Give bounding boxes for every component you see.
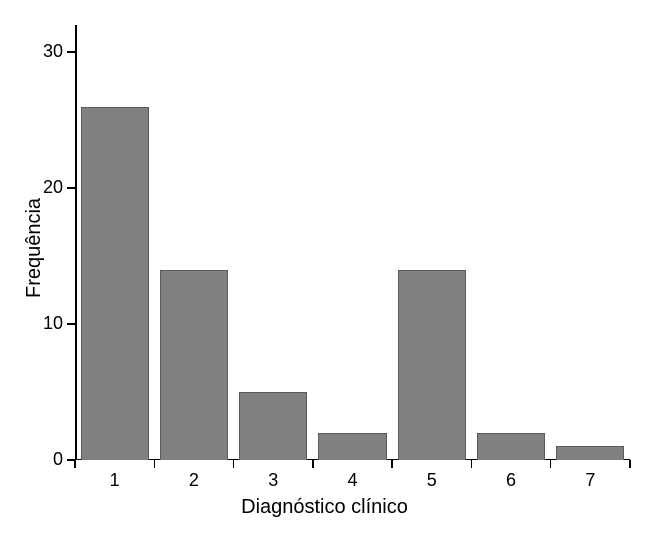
x-tick: [471, 460, 473, 468]
y-tick: [67, 323, 75, 325]
x-tick-label: 5: [412, 470, 452, 491]
y-tick-label: 30: [43, 41, 63, 62]
plot-area: [75, 25, 630, 460]
x-tick: [391, 460, 393, 468]
y-tick-label: 10: [43, 313, 63, 334]
x-axis-label: Diagnóstico clínico: [0, 496, 649, 519]
x-tick: [312, 460, 314, 468]
y-tick: [67, 187, 75, 189]
y-tick-label: 0: [53, 449, 63, 470]
x-tick-label: 6: [491, 470, 531, 491]
x-tick: [233, 460, 235, 468]
bar-chart: 0 10 20 30 1 2 3 4 5 6 7 Diagnóstico clínico Freq…: [0, 0, 649, 534]
y-axis: [75, 25, 77, 460]
x-tick: [629, 460, 631, 468]
x-tick: [550, 460, 552, 468]
x-tick-label: 2: [174, 470, 214, 491]
x-tick-label: 3: [253, 470, 293, 491]
x-tick: [154, 460, 156, 468]
bar: [556, 446, 624, 460]
x-tick-label: 4: [333, 470, 373, 491]
bar: [160, 270, 228, 460]
bar: [477, 433, 545, 460]
x-tick-label: 7: [570, 470, 610, 491]
bar: [318, 433, 386, 460]
bar: [239, 392, 307, 460]
bar: [81, 107, 149, 460]
y-tick: [67, 51, 75, 53]
bar: [398, 270, 466, 460]
x-tick: [74, 460, 76, 468]
y-axis-label: Frequência: [23, 197, 46, 297]
y-tick-label: 20: [43, 177, 63, 198]
x-tick-label: 1: [95, 470, 135, 491]
